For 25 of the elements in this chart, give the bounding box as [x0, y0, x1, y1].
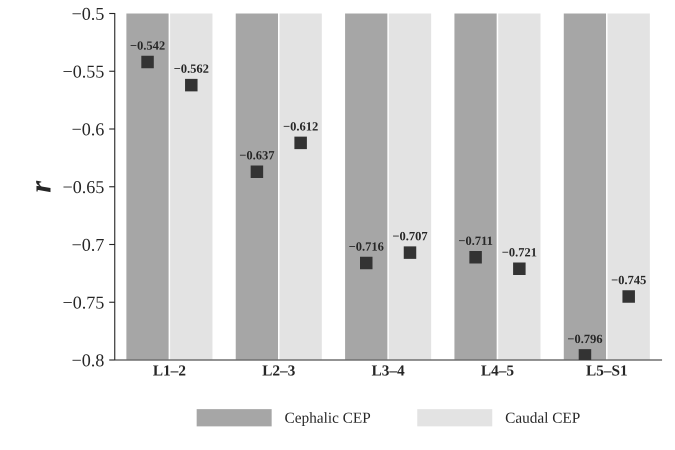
- data-label: −0.707: [393, 232, 428, 240]
- legend-label: Cephalic CEP: [285, 412, 370, 426]
- y-tick-label: −0.8: [72, 354, 104, 367]
- data-label: −0.612: [284, 122, 318, 131]
- y-tick-label: −0.7: [72, 238, 104, 252]
- legend-label: Caudal CEP: [506, 412, 580, 423]
- x-tick-label: L4–5: [481, 365, 514, 376]
- x-tick-label: L3–4: [372, 365, 404, 376]
- data-label: −0.637: [240, 151, 274, 160]
- x-tick-label: L5–S1: [586, 365, 627, 376]
- y-tick-label: −0.6: [72, 123, 104, 136]
- data-label: −0.711: [458, 236, 492, 245]
- y-tick-label: −0.55: [63, 66, 104, 78]
- y-axis-title: r: [36, 180, 50, 192]
- data-label: −0.745: [612, 276, 646, 284]
- y-tick-label: −0.75: [63, 296, 104, 309]
- data-label: −0.542: [130, 41, 165, 50]
- y-tick-label: −0.5: [72, 8, 104, 20]
- data-label: −0.562: [174, 64, 208, 73]
- data-label: −0.796: [568, 334, 602, 344]
- x-tick-label: L2–3: [262, 365, 295, 376]
- data-label: −0.721: [502, 248, 536, 257]
- data-label: −0.716: [349, 242, 384, 251]
- y-tick-label: −0.65: [63, 181, 104, 194]
- x-tick-label: L1–2: [153, 365, 186, 376]
